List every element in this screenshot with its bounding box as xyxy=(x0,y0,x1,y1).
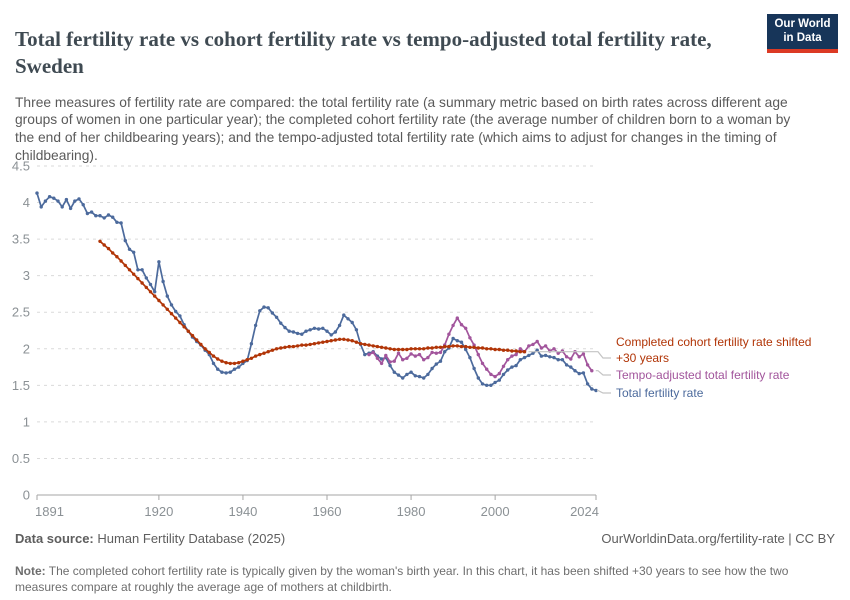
note-text: The completed cohort fertility rate is t… xyxy=(15,564,789,594)
data-source-label: Data source: xyxy=(15,531,94,546)
series-lines xyxy=(35,191,598,393)
svg-text:1891: 1891 xyxy=(35,504,64,519)
legend-item-cohort[interactable]: Completed cohort fertility rate shifted … xyxy=(616,334,850,366)
legend-label: Completed cohort fertility rate shifted xyxy=(616,335,812,349)
svg-text:0: 0 xyxy=(23,488,30,503)
svg-text:3.5: 3.5 xyxy=(12,232,30,247)
svg-text:1940: 1940 xyxy=(228,504,257,519)
svg-text:1980: 1980 xyxy=(397,504,426,519)
footer-source-row: Data source: Human Fertility Database (2… xyxy=(15,531,835,546)
attribution-link[interactable]: OurWorldinData.org/fertility-rate | CC B… xyxy=(601,531,835,546)
svg-text:1920: 1920 xyxy=(144,504,173,519)
owid-logo-line1: Our World xyxy=(774,18,831,30)
legend-item-tempo-adjusted[interactable]: Tempo-adjusted total fertility rate xyxy=(616,367,850,383)
page-title: Total fertility rate vs cohort fertility… xyxy=(15,27,712,79)
legend-label: Total fertility rate xyxy=(616,386,704,400)
chart-area: 0 0.5 1 1.5 2 2.5 3 3.5 4 4.5 1891 1920 1940 1960 1980… xyxy=(0,158,850,530)
svg-text:4.5: 4.5 xyxy=(12,159,30,174)
gridlines xyxy=(37,165,596,459)
svg-text:2.5: 2.5 xyxy=(12,305,30,320)
axes: 0 0.5 1 1.5 2 2.5 3 3.5 4 4.5 1891 1920 1940 1960 1980… xyxy=(12,159,599,520)
svg-text:0.5: 0.5 xyxy=(12,451,30,466)
svg-text:3: 3 xyxy=(23,268,30,283)
legend-connectors xyxy=(528,351,611,394)
legend-item-total-fertility[interactable]: Total fertility rate xyxy=(616,385,850,401)
svg-text:4: 4 xyxy=(23,195,30,210)
fertility-chart: 0 0.5 1 1.5 2 2.5 3 3.5 4 4.5 1891 1920 1940 1960 1980… xyxy=(12,159,611,520)
owid-logo[interactable]: Our World in Data xyxy=(767,14,838,53)
note-label: Note: xyxy=(15,564,46,578)
data-source-value: Human Fertility Database (2025) xyxy=(93,531,286,546)
owid-logo-line2: in Data xyxy=(783,31,822,44)
legend-label: Tempo-adjusted total fertility rate xyxy=(616,368,790,382)
data-source: Data source: Human Fertility Database (2… xyxy=(15,531,285,546)
svg-text:1960: 1960 xyxy=(313,504,342,519)
svg-text:2024: 2024 xyxy=(570,504,599,519)
footer-note: Note: The completed cohort fertility rat… xyxy=(15,564,837,595)
chart-subtitle: Three measures of fertility rate are com… xyxy=(15,94,791,163)
svg-text:1: 1 xyxy=(23,414,30,429)
legend-label: +30 years xyxy=(616,351,670,365)
svg-text:2: 2 xyxy=(23,341,30,356)
svg-text:1.5: 1.5 xyxy=(12,378,30,393)
svg-text:2000: 2000 xyxy=(481,504,510,519)
